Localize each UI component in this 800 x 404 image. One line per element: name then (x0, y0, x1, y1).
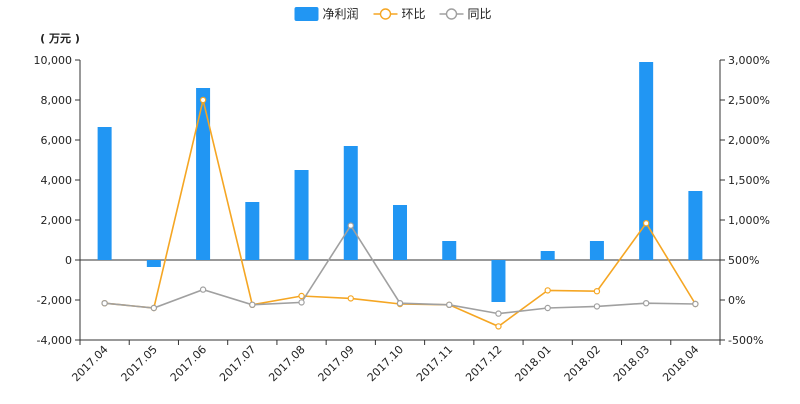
left-tick-label: 2,000 (41, 214, 73, 227)
bar-2017.08[interactable] (294, 170, 309, 260)
point-series-1-2017.08[interactable] (298, 292, 305, 300)
x-tick-label: 2017.07 (217, 343, 258, 384)
legend-label: 同比 (468, 7, 492, 21)
left-tick-label: 8,000 (41, 94, 73, 107)
bar-2017.12[interactable] (491, 260, 506, 302)
point-series-1-2018.03[interactable] (642, 219, 650, 227)
x-tick-label: 2018.04 (660, 343, 701, 384)
point-series-2-2017.12[interactable] (495, 310, 502, 317)
legend-item-3[interactable]: 同比 (439, 7, 492, 21)
legend-item-2[interactable]: 环比 (373, 7, 426, 21)
left-tick-label: -4,000 (37, 334, 72, 347)
x-tick-label: 2017.09 (316, 343, 357, 384)
bar-2017.10[interactable] (393, 205, 407, 260)
legend-swatch-marker (445, 8, 458, 20)
bar-2018.02[interactable] (589, 241, 604, 260)
bar-2017.09[interactable] (343, 146, 358, 260)
x-tick-label: 2018.02 (562, 343, 603, 384)
left-tick-label: 0 (65, 254, 72, 267)
x-tick-label: 2017.10 (365, 343, 406, 384)
point-series-1-2017.09[interactable] (347, 295, 354, 302)
bar-2018.01[interactable] (540, 251, 555, 260)
legend-label: 净利润 (323, 7, 359, 21)
point-series-2-2017.10[interactable] (396, 300, 404, 307)
left-tick-label: -2,000 (37, 294, 72, 307)
legend-item-1[interactable]: 净利润 (294, 7, 359, 21)
bar-2017.06[interactable] (196, 88, 211, 260)
left-tick-label: 4,000 (41, 174, 73, 187)
bar-2017.04[interactable] (97, 127, 112, 260)
right-tick-label: 500% (728, 254, 759, 267)
left-tick-label: 6,000 (41, 134, 73, 147)
bar-2017.11[interactable] (442, 241, 457, 260)
x-tick-label: 2017.05 (119, 343, 160, 384)
right-tick-label: 2,000% (728, 134, 770, 147)
point-series-2-2017.06[interactable] (199, 286, 207, 293)
right-tick-label: 3,000% (728, 54, 770, 67)
x-tick-label: 2017.08 (266, 343, 307, 384)
point-series-1-2017.06[interactable] (199, 96, 207, 104)
point-series-1-2017.12[interactable] (495, 323, 502, 330)
point-series-2-2017.11[interactable] (446, 301, 453, 308)
x-tick-label: 2017.12 (463, 343, 504, 384)
x-tick-label: 2018.01 (512, 343, 553, 384)
point-series-2-2017.05[interactable] (150, 304, 158, 312)
right-tick-label: 1,000% (728, 214, 770, 227)
point-series-2-2017.08[interactable] (298, 299, 305, 306)
point-series-2-2017.04[interactable] (101, 300, 108, 307)
x-tick-label: 2017.06 (168, 343, 209, 384)
x-tick-label: 2018.03 (611, 343, 652, 384)
bar-2018.04[interactable] (688, 191, 703, 260)
right-tick-label: -500% (728, 334, 763, 347)
left-unit-label: ( 万元 ) (40, 32, 80, 45)
bar-2018.03[interactable] (639, 62, 654, 260)
point-series-1-2018.01[interactable] (544, 287, 551, 294)
point-series-2-2018.01[interactable] (544, 304, 551, 312)
point-series-1-2018.02[interactable] (593, 288, 601, 295)
left-tick-label: 10,000 (34, 54, 73, 67)
point-series-2-2018.02[interactable] (593, 303, 601, 310)
point-series-2-2018.04[interactable] (692, 300, 699, 308)
point-series-2-2017.09[interactable] (347, 222, 354, 229)
point-series-2-2018.03[interactable] (642, 300, 650, 307)
x-tick-label: 2017.11 (414, 343, 455, 384)
bar-2017.07[interactable] (245, 202, 260, 260)
legend-label: 环比 (402, 7, 426, 21)
legend-swatch-marker (379, 8, 392, 20)
point-series-2-2017.07[interactable] (249, 301, 256, 308)
right-tick-label: 1,500% (728, 174, 770, 187)
legend-swatch-bar (294, 7, 319, 21)
right-tick-label: 2,500% (728, 94, 770, 107)
x-tick-label: 2017.04 (69, 343, 110, 384)
right-tick-label: 0% (728, 294, 745, 307)
bar-2017.05[interactable] (146, 260, 161, 267)
